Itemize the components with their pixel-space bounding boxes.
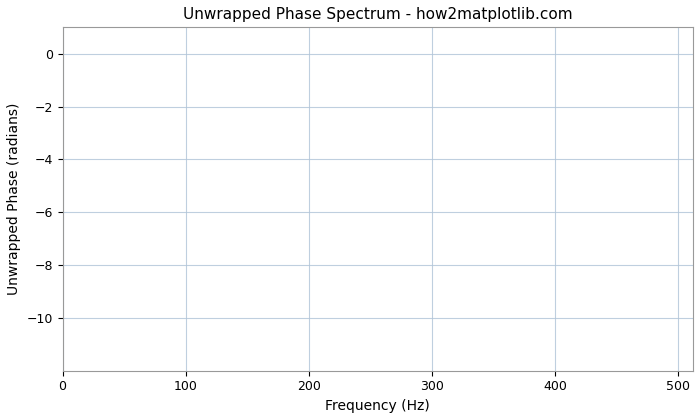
Y-axis label: Unwrapped Phase (radians): Unwrapped Phase (radians) bbox=[7, 103, 21, 295]
X-axis label: Frequency (Hz): Frequency (Hz) bbox=[326, 399, 430, 413]
Title: Unwrapped Phase Spectrum - how2matplotlib.com: Unwrapped Phase Spectrum - how2matplotli… bbox=[183, 7, 573, 22]
